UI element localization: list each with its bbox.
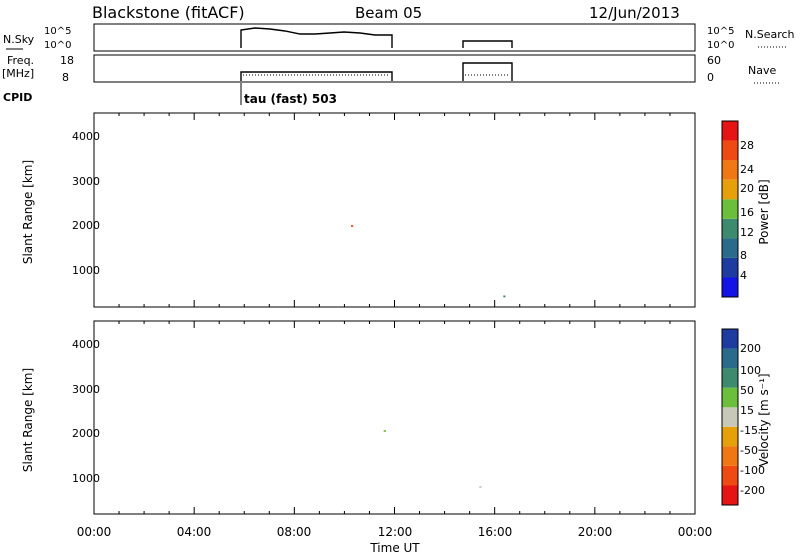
nave-tick-bottom: 0 [707, 71, 714, 84]
power-colorbar: 28 24 20 16 12 8 4 Power [dB] [721, 120, 771, 298]
freq-panel: Freq. [MHz] 18 8 60 0 Nave CPID tau (fas… [2, 54, 780, 106]
velocity-cbar-tick: 200 [740, 342, 761, 355]
power-ylabel: Slant Range [km] [21, 160, 35, 264]
power-ytick: 1000 [72, 264, 100, 277]
velocity-ytick: 4000 [72, 338, 100, 351]
velocity-cbar-tick: 15 [740, 404, 754, 417]
colorbar-swatch [722, 348, 738, 369]
colorbar-swatch [722, 465, 738, 486]
velocity-cbar-tick: 50 [740, 384, 754, 397]
freq-tick-bottom: 8 [62, 71, 69, 84]
velocity-cell [383, 430, 386, 432]
velocity-cbar-label: Velocity [m s⁻¹] [757, 373, 771, 466]
velocity-panel: Slant Range [km] 4000 3000 2000 1000 [21, 320, 696, 515]
nsky-label: N.Sky [3, 33, 35, 46]
power-cbar-tick: 24 [740, 163, 754, 176]
colorbar-swatch [722, 426, 738, 447]
power-cell [503, 295, 506, 298]
nsearch-label: N.Search [745, 28, 795, 41]
colorbar-swatch [722, 160, 738, 180]
colorbar-swatch [722, 238, 738, 258]
cpid-label: CPID [3, 91, 32, 104]
xtick-label: 12:00 [378, 525, 413, 539]
power-cbar-tick: 20 [740, 182, 754, 195]
power-cbar-tick: 8 [740, 249, 747, 262]
velocity-cbar-tick: -100 [740, 464, 765, 477]
xtick-label: 00:00 [678, 525, 713, 539]
colorbar-swatch [722, 140, 738, 161]
freq-label: Freq. [7, 54, 34, 67]
xtick-label: 20:00 [578, 525, 613, 539]
nsky-right-tick-bottom: 10^0 [707, 40, 734, 51]
colorbar-swatch [722, 407, 738, 427]
colorbar-swatch [722, 199, 738, 219]
power-cbar-tick: 28 [740, 139, 754, 152]
beam-label: Beam 05 [355, 4, 422, 22]
power-ytick: 2000 [72, 219, 100, 232]
colorbar-swatch [722, 387, 738, 408]
velocity-scatter [383, 430, 482, 488]
freq-trace-2 [462, 62, 513, 81]
power-cbar-label: Power [dB] [757, 179, 771, 244]
date-label: 12/Jun/2013 [589, 4, 680, 22]
nsky-tick-bottom: 10^0 [44, 40, 71, 51]
velocity-cbar-tick: 100 [740, 364, 761, 377]
velocity-cbar-tick: -50 [740, 444, 758, 457]
x-axis: 00:00 04:00 08:00 12:00 16:00 20:00 00:0… [77, 525, 713, 554]
power-cbar-tick: 16 [740, 206, 754, 219]
velocity-ylabel: Slant Range [km] [21, 368, 35, 472]
nsky-trace [240, 27, 393, 48]
velocity-ytick: 1000 [72, 472, 100, 485]
freq-tick-top: 18 [60, 54, 74, 67]
colorbar-swatch [722, 368, 738, 388]
nsky-right-tick-top: 10^5 [707, 26, 734, 37]
power-ytick: 4000 [72, 130, 100, 143]
velocity-ytick: 2000 [72, 427, 100, 440]
colorbar-swatch [722, 257, 738, 278]
velocity-cbar-tick: -15 [740, 424, 758, 437]
nsky-panel: N.Sky 10^5 10^0 10^5 10^0 N.Search [3, 23, 795, 52]
power-panel: Slant Range [km] 4000 3000 2000 1000 [21, 112, 696, 308]
velocity-colorbar: 200 100 50 15 -15 -50 -100 -200 Velocity… [721, 328, 771, 506]
power-cbar-tick: 12 [740, 226, 754, 239]
colorbar-swatch [722, 446, 738, 466]
colorbar-swatch [722, 485, 738, 505]
xtick-label: 08:00 [277, 525, 312, 539]
power-cbar-tick: 4 [740, 269, 747, 282]
colorbar-swatch [722, 179, 738, 200]
velocity-cbar-tick: -200 [740, 484, 765, 497]
velocity-ytick: 3000 [72, 383, 100, 396]
freq-unit: [MHz] [2, 67, 34, 80]
colorbar-swatch [722, 329, 738, 349]
power-ytick: 3000 [72, 175, 100, 188]
nave-tick-top: 60 [707, 54, 721, 67]
velocity-cell [479, 486, 482, 488]
power-cell [351, 225, 354, 227]
colorbar-swatch [722, 121, 738, 141]
power-scatter [351, 225, 506, 298]
station-title: Blackstone (fitACF) [92, 3, 245, 22]
nave-label: Nave [748, 64, 776, 77]
colorbar-swatch [722, 218, 738, 239]
xlabel: Time UT [369, 541, 420, 554]
nsearch-trace [462, 40, 513, 48]
nsky-tick-top: 10^5 [44, 26, 71, 37]
xtick-label: 00:00 [77, 525, 112, 539]
xtick-label: 04:00 [177, 525, 212, 539]
cpid-text: tau (fast) 503 [244, 92, 337, 106]
freq-trace [240, 71, 393, 81]
xtick-label: 16:00 [478, 525, 513, 539]
colorbar-swatch [722, 277, 738, 297]
